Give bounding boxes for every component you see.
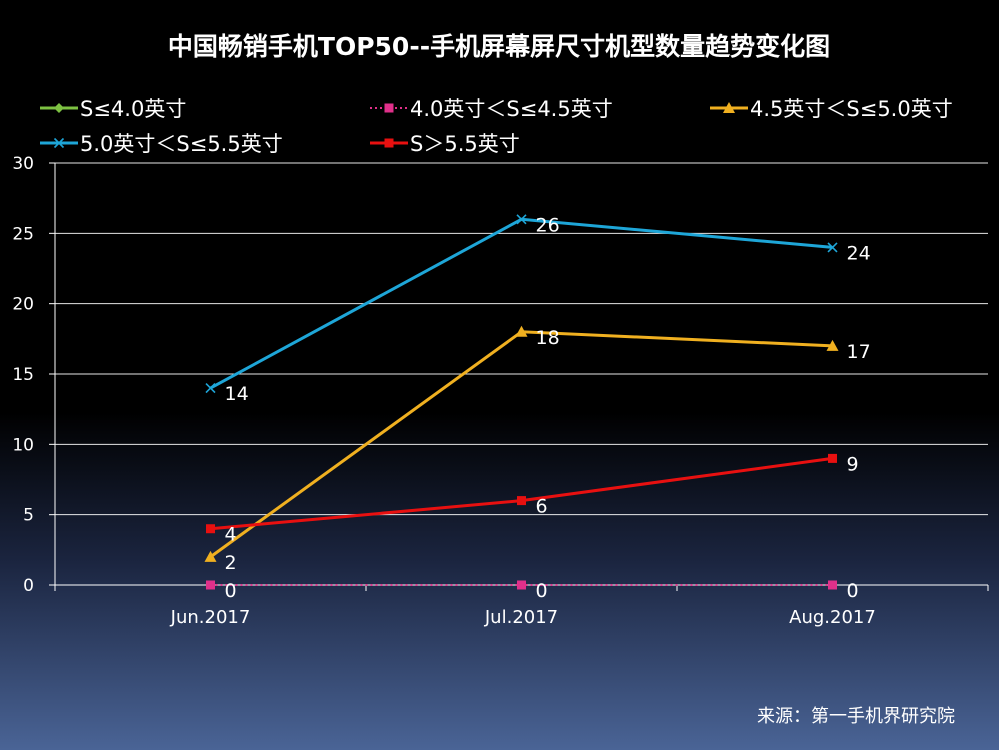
data-label: 17 bbox=[847, 341, 871, 363]
data-point bbox=[826, 339, 839, 351]
y-axis-ticks: 0 5 10 15 20 25 30 bbox=[12, 154, 55, 596]
legend: S≤4.0英寸 4.0英寸＜S≤4.5英寸 4.5英寸＜S≤5.0英寸 5.0英寸＜S… bbox=[40, 97, 953, 156]
data-label: 26 bbox=[536, 214, 560, 236]
data-point bbox=[828, 580, 837, 590]
series-3: 14 26 24 bbox=[205, 214, 871, 405]
data-point bbox=[517, 580, 526, 590]
gridlines bbox=[55, 162, 988, 586]
x-tick-label: Aug.2017 bbox=[789, 607, 876, 628]
data-point bbox=[517, 496, 526, 506]
series-1: 0 0 0 bbox=[206, 580, 859, 602]
legend-label: 4.0英寸＜S≤4.5英寸 bbox=[410, 97, 613, 121]
data-point bbox=[205, 383, 216, 394]
legend-swatch-marker bbox=[723, 102, 735, 113]
data-label: 14 bbox=[225, 383, 249, 405]
legend-item: 5.0英寸＜S≤5.5英寸 bbox=[40, 132, 283, 156]
legend-item: S＞5.5英寸 bbox=[370, 132, 520, 156]
data-label: 2 bbox=[225, 552, 237, 574]
data-point bbox=[828, 453, 837, 463]
data-label: 18 bbox=[536, 327, 560, 349]
legend-swatch-marker bbox=[384, 138, 394, 148]
y-tick-label: 5 bbox=[23, 506, 34, 526]
data-label: 6 bbox=[536, 496, 548, 518]
legend-item: 4.0英寸＜S≤4.5英寸 bbox=[370, 97, 613, 121]
legend-item: 4.5英寸＜S≤5.0英寸 bbox=[710, 97, 953, 121]
x-axis-ticks: Jun.2017 Jul.2017 Aug.2017 bbox=[54, 585, 989, 628]
series-group: 0 0 0 2 18 17 14 26 24 4 6 9 bbox=[204, 214, 871, 602]
legend-item: S≤4.0英寸 bbox=[40, 97, 186, 121]
data-label: 0 bbox=[536, 580, 548, 602]
data-label: 0 bbox=[847, 580, 859, 602]
legend-swatch-marker bbox=[54, 103, 64, 113]
x-tick-label: Jun.2017 bbox=[170, 607, 251, 628]
legend-label: 5.0英寸＜S≤5.5英寸 bbox=[80, 132, 283, 156]
x-tick-label: Jul.2017 bbox=[484, 607, 558, 628]
legend-label: S＞5.5英寸 bbox=[410, 132, 520, 156]
data-point bbox=[204, 550, 217, 562]
y-tick-label: 25 bbox=[12, 224, 34, 244]
chart-title: 中国畅销手机TOP50--手机屏幕屏尺寸机型数量趋势变化图 bbox=[168, 32, 830, 61]
legend-swatch-marker bbox=[53, 137, 65, 149]
series-line bbox=[210, 456, 833, 531]
y-tick-label: 15 bbox=[12, 365, 34, 385]
data-point bbox=[827, 242, 838, 253]
source-note: 来源：第一手机界研究院 bbox=[757, 706, 955, 727]
data-point bbox=[516, 214, 527, 225]
data-point bbox=[515, 325, 528, 337]
data-point bbox=[206, 580, 215, 590]
series-2: 2 18 17 bbox=[204, 325, 871, 574]
y-tick-label: 30 bbox=[12, 154, 34, 174]
data-label: 24 bbox=[847, 242, 871, 264]
legend-swatch-marker bbox=[384, 103, 394, 113]
legend-label: S≤4.0英寸 bbox=[80, 97, 186, 121]
series-4: 4 6 9 bbox=[206, 453, 859, 546]
data-label: 9 bbox=[847, 453, 859, 475]
data-label: 4 bbox=[225, 524, 237, 546]
data-label: 0 bbox=[225, 580, 237, 602]
data-point bbox=[206, 524, 215, 534]
y-tick-label: 20 bbox=[12, 295, 34, 315]
y-tick-label: 0 bbox=[23, 576, 34, 596]
legend-label: 4.5英寸＜S≤5.0英寸 bbox=[750, 97, 953, 121]
y-tick-label: 10 bbox=[12, 435, 34, 455]
